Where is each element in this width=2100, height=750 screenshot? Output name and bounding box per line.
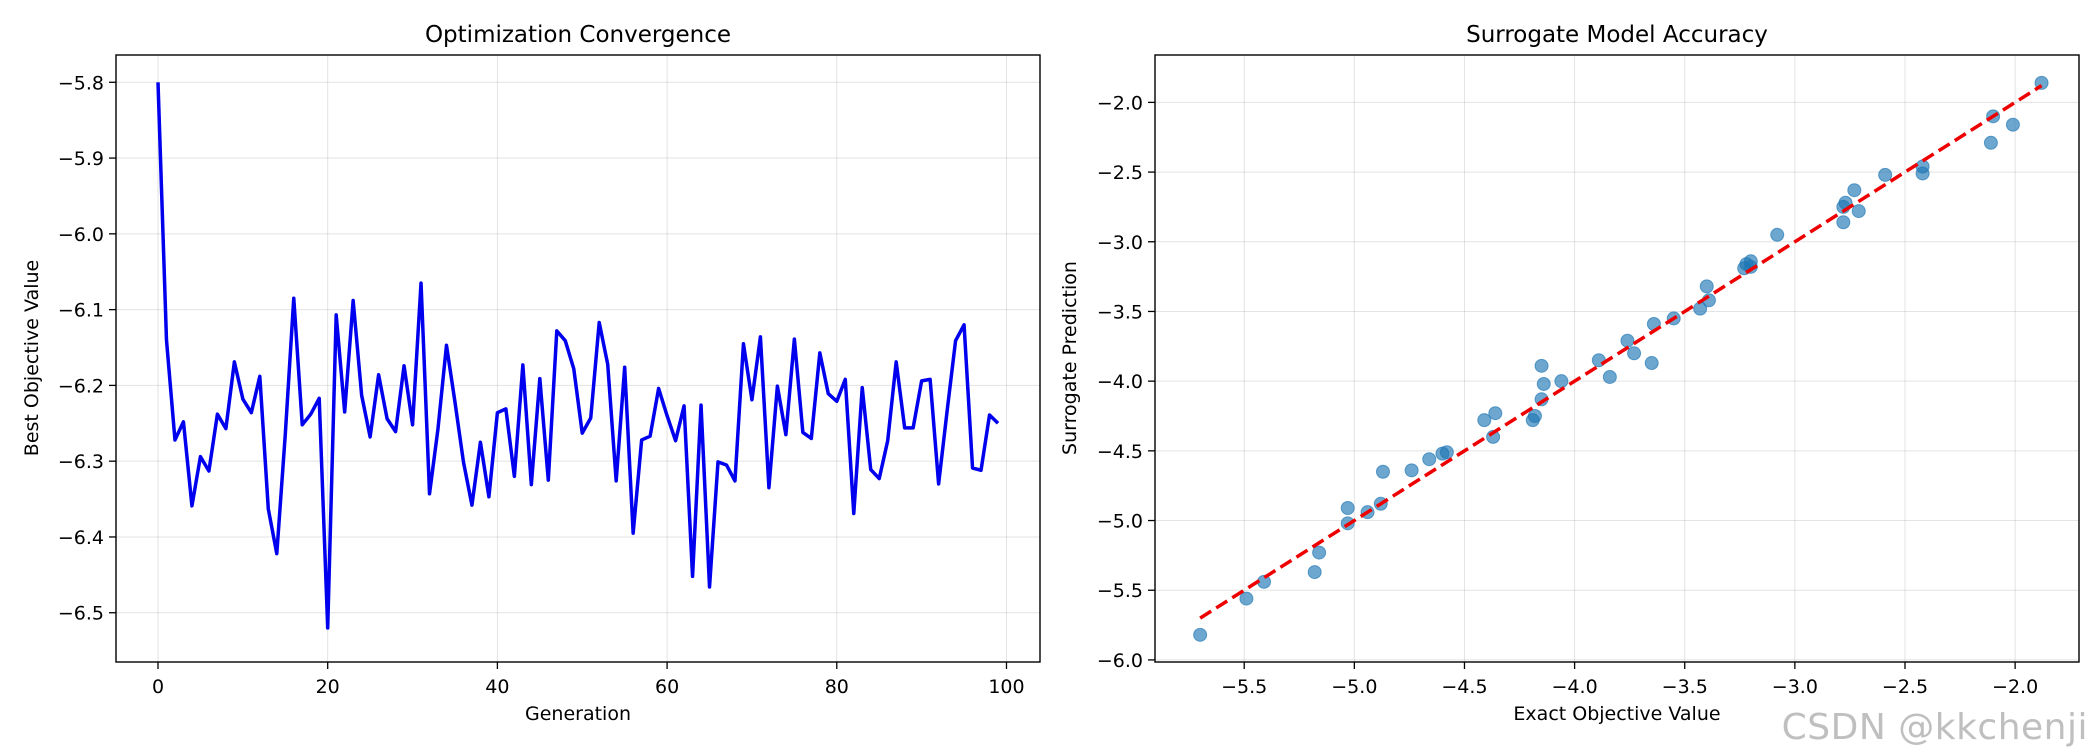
scatter-point (1983, 135, 1998, 150)
scatter-point (1699, 279, 1714, 294)
accuracy-x-tick-label: −5.5 (1221, 676, 1267, 698)
accuracy-title: Surrogate Model Accuracy (1466, 22, 1768, 48)
scatter-point (1644, 356, 1659, 371)
scatter-point (1312, 545, 1327, 560)
scatter-point (1307, 565, 1322, 580)
convergence-x-tick-label: 40 (485, 676, 509, 698)
convergence-x-ticks: 0 20 40 60 80 100 (152, 662, 1025, 698)
accuracy-x-tick-label: −3.5 (1662, 676, 1708, 698)
convergence-y-tick-label: −6.4 (58, 527, 104, 549)
scatter-point (1340, 500, 1355, 515)
convergence-x-tick-label: 20 (316, 676, 340, 698)
scatter-point (1536, 376, 1551, 391)
convergence-y-ticks: −6.5 −6.4 −6.3 −6.2 −6.1 −6.0 −5.9 −5.8 (58, 72, 116, 625)
convergence-x-tick-label: 60 (655, 676, 679, 698)
convergence-y-tick-label: −5.8 (58, 72, 104, 94)
convergence-line (156, 82, 1000, 630)
convergence-x-tick-label: 100 (988, 676, 1024, 698)
accuracy-x-tick-label: −2.0 (1992, 676, 2038, 698)
scatter-point (1239, 591, 1254, 606)
convergence-frame (115, 54, 1041, 663)
accuracy-y-tick-label: −2.5 (1097, 162, 1143, 184)
convergence-panel: 0 20 40 60 80 100 −6.5 −6.4 −6.3 −6.2 −6.1 −6.0 −5.… (21, 22, 1041, 725)
accuracy-y-tick-label: −4.0 (1097, 371, 1143, 393)
convergence-y-label: Best Objective Value (21, 260, 43, 456)
accuracy-y-tick-label: −6.0 (1097, 650, 1143, 672)
accuracy-y-tick-label: −3.5 (1097, 301, 1143, 323)
accuracy-y-tick-label: −5.5 (1097, 580, 1143, 602)
scatter-point (1375, 464, 1390, 479)
convergence-grid (116, 55, 1040, 662)
scatter-point (1404, 463, 1419, 478)
convergence-x-label: Generation (525, 703, 631, 725)
scatter-point (1851, 204, 1866, 219)
accuracy-frame (1154, 54, 2080, 663)
convergence-y-tick-label: −5.9 (58, 148, 104, 170)
accuracy-y-tick-label: −4.5 (1097, 441, 1143, 463)
convergence-series (156, 82, 1000, 630)
accuracy-reference-line (1199, 84, 2043, 620)
scatter-point (1878, 167, 1893, 182)
accuracy-x-tick-label: −3.0 (1772, 676, 1818, 698)
accuracy-x-label: Exact Objective Value (1513, 703, 1720, 725)
scatter-point (2005, 117, 2020, 132)
accuracy-panel: −5.5 −5.0 −4.5 −4.0 −3.5 −3.0 −2.5 −2.0 −6.0 −5.… (1059, 22, 2080, 725)
scatter-point (1847, 183, 1862, 198)
scatter-point (1554, 374, 1569, 389)
convergence-x-tick-label: 80 (825, 676, 849, 698)
accuracy-points (1193, 75, 2049, 642)
accuracy-grid (1155, 55, 2079, 662)
convergence-x-tick-label: 0 (152, 676, 164, 698)
reference-line (1199, 84, 2043, 620)
scatter-point (1915, 166, 1930, 181)
scatter-point (1620, 333, 1635, 348)
accuracy-y-tick-label: −2.0 (1097, 92, 1143, 114)
accuracy-x-tick-label: −4.0 (1552, 676, 1598, 698)
scatter-point (1477, 413, 1492, 428)
convergence-y-tick-label: −6.2 (58, 375, 104, 397)
accuracy-x-tick-label: −5.0 (1331, 676, 1377, 698)
scatter-point (1193, 627, 1208, 642)
accuracy-x-ticks: −5.5 −5.0 −4.5 −4.0 −3.5 −3.0 −2.5 −2.0 (1221, 662, 2038, 698)
scatter-point (1836, 215, 1851, 230)
accuracy-y-label: Surrogate Prediction (1059, 261, 1081, 455)
accuracy-y-tick-label: −5.0 (1097, 511, 1143, 533)
scatter-point (1439, 445, 1454, 460)
scatter-point (1422, 452, 1437, 467)
scatter-point (1534, 358, 1549, 373)
accuracy-y-ticks: −6.0 −5.5 −5.0 −4.5 −4.0 −3.5 −3.0 −2.5 −2.0 (1097, 92, 1155, 672)
accuracy-x-tick-label: −4.5 (1441, 676, 1487, 698)
scatter-point (1602, 369, 1617, 384)
scatter-point (1770, 227, 1785, 242)
convergence-y-tick-label: −6.5 (58, 603, 104, 625)
accuracy-x-tick-label: −2.5 (1882, 676, 1928, 698)
watermark-text: CSDN @kkchenji (1781, 707, 2088, 748)
convergence-y-tick-label: −6.0 (58, 224, 104, 246)
scatter-point (1627, 346, 1642, 361)
accuracy-y-tick-label: −3.0 (1097, 232, 1143, 254)
convergence-title: Optimization Convergence (425, 22, 731, 48)
convergence-y-tick-label: −6.3 (58, 451, 104, 473)
scatter-point (1488, 406, 1503, 421)
scatter-point (1527, 408, 1542, 423)
convergence-y-tick-label: −6.1 (58, 300, 104, 322)
